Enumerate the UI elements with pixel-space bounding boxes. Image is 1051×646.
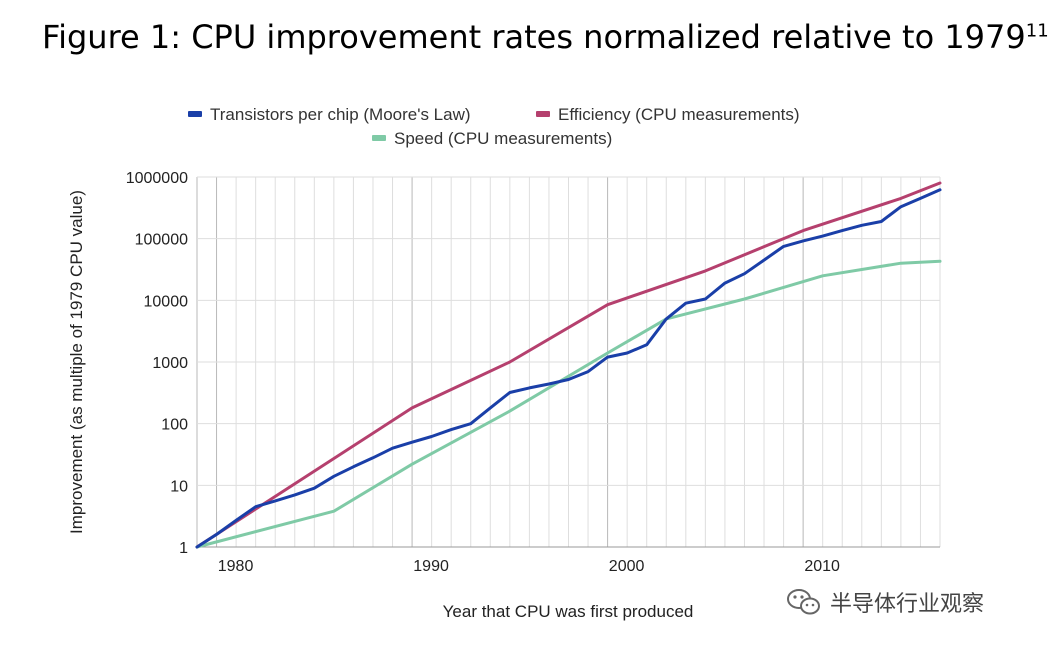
legend-label: Speed (CPU measurements) bbox=[394, 129, 612, 148]
legend-label: Efficiency (CPU measurements) bbox=[558, 105, 800, 124]
y-tick-label: 100000 bbox=[135, 232, 188, 249]
legend-swatch bbox=[372, 135, 386, 141]
wechat-icon bbox=[787, 589, 820, 615]
x-axis-ticks: 1980 1990 2000 2010 bbox=[218, 558, 840, 575]
legend-label: Transistors per chip (Moore's Law) bbox=[210, 105, 471, 124]
y-tick-label: 10 bbox=[170, 478, 188, 495]
x-axis-title: Year that CPU was first produced bbox=[443, 602, 694, 621]
y-tick-label: 1000 bbox=[152, 355, 188, 372]
x-tick-label: 1990 bbox=[413, 558, 449, 575]
series-line bbox=[195, 181, 942, 549]
series-line bbox=[195, 188, 942, 549]
y-tick-label: 1 bbox=[179, 540, 188, 557]
x-tick-label: 2000 bbox=[609, 558, 645, 575]
figure-footnote: 11 bbox=[1025, 20, 1049, 42]
figure-title-text: Figure 1: CPU improvement rates normaliz… bbox=[42, 18, 1026, 56]
y-tick-label: 1000000 bbox=[126, 170, 188, 187]
watermark: 半导体行业观察 bbox=[786, 585, 984, 619]
x-tick-label: 1980 bbox=[218, 558, 254, 575]
y-axis-ticks: 1 10 100 1000 10000 100000 1000000 bbox=[126, 170, 188, 557]
y-tick-label: 10000 bbox=[144, 293, 189, 310]
legend-swatch bbox=[188, 111, 202, 117]
legend-swatch bbox=[536, 111, 550, 117]
watermark-text: 半导体行业观察 bbox=[830, 592, 985, 617]
chart-series bbox=[195, 181, 942, 549]
y-axis-title: Improvement (as multiple of 1979 CPU val… bbox=[67, 190, 86, 534]
x-tick-label: 2010 bbox=[804, 558, 840, 575]
series-line bbox=[195, 259, 942, 549]
y-tick-label: 100 bbox=[161, 417, 188, 434]
figure-title: Figure 1: CPU improvement rates normaliz… bbox=[42, 18, 1049, 56]
chart-legend: Transistors per chip (Moore's Law) Effici… bbox=[188, 105, 800, 148]
